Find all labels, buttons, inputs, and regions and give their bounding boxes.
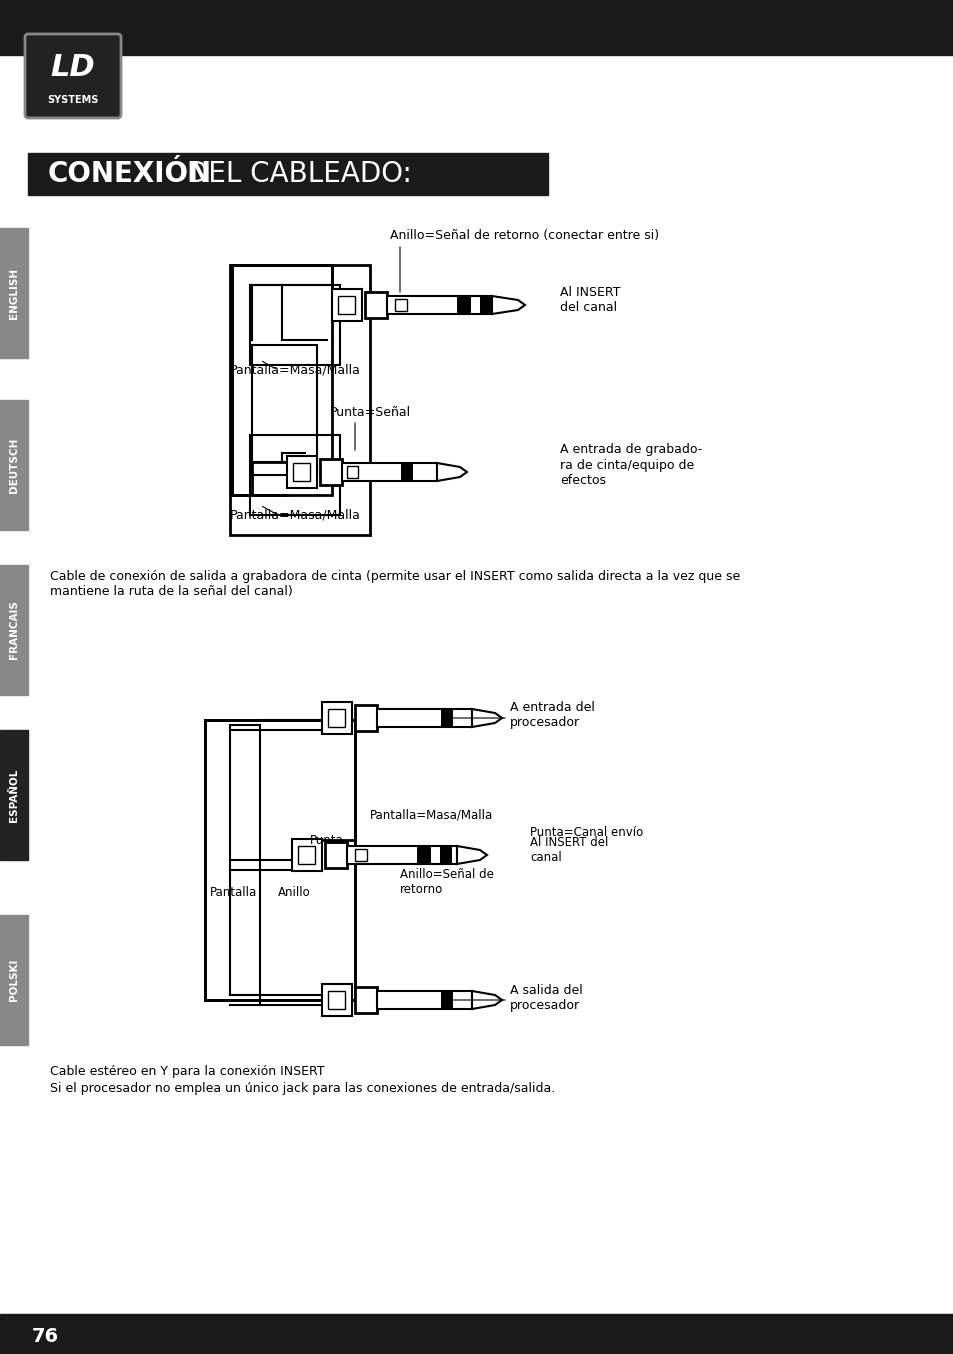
Bar	[355, 987, 376, 1013]
Text: Al INSERT del
canal: Al INSERT del canal	[530, 835, 608, 864]
Bar	[355, 705, 376, 731]
Bar	[328, 709, 345, 727]
Text: Cable de conexión de salida a grabadora de cinta (permite usar el INSERT como sa: Cable de conexión de salida a grabadora …	[50, 570, 740, 598]
Text: 76: 76	[31, 1327, 58, 1346]
Text: POLSKI: POLSKI	[9, 959, 19, 1001]
Bar	[347, 846, 456, 864]
Text: Pantalla=Masa/Malla: Pantalla=Masa/Malla	[230, 509, 360, 521]
Polygon shape	[492, 297, 524, 314]
Bar	[230, 265, 370, 535]
Bar	[322, 701, 352, 734]
Text: ESPAÑOL: ESPAÑOL	[9, 768, 19, 822]
Bar	[337, 297, 355, 314]
Bar	[232, 265, 332, 496]
Bar	[297, 846, 314, 864]
Bar	[332, 288, 361, 321]
Bar	[416, 846, 431, 864]
Bar	[325, 842, 347, 868]
Bar	[439, 846, 452, 864]
Text: Anillo=Señal de
retorno: Anillo=Señal de retorno	[399, 868, 494, 896]
Text: ENGLISH: ENGLISH	[9, 268, 19, 318]
Text: LD: LD	[51, 54, 95, 83]
Bar	[0, 1313, 953, 1354]
Text: A salida del
procesador: A salida del procesador	[510, 984, 582, 1011]
Text: SYSTEMS: SYSTEMS	[48, 95, 98, 106]
Bar	[250, 284, 339, 366]
Text: CONEXIÓN: CONEXIÓN	[48, 160, 212, 188]
Bar	[395, 299, 407, 311]
Bar	[0, 227, 28, 357]
Polygon shape	[472, 991, 501, 1009]
Bar	[376, 709, 472, 727]
Polygon shape	[456, 846, 486, 864]
Bar	[440, 991, 453, 1009]
Text: Punta: Punta	[310, 834, 343, 846]
Bar	[28, 153, 547, 195]
Text: Anillo=Señal de retorno (conectar entre si): Anillo=Señal de retorno (conectar entre …	[390, 229, 659, 241]
Bar	[319, 459, 341, 485]
Bar	[287, 456, 316, 487]
Bar	[440, 709, 453, 727]
Bar	[322, 984, 352, 1016]
Text: DEL CABLEADO:: DEL CABLEADO:	[178, 160, 412, 188]
Bar	[0, 730, 28, 860]
Bar	[347, 466, 357, 478]
Polygon shape	[472, 709, 501, 727]
Bar	[328, 991, 345, 1009]
Text: Anillo: Anillo	[277, 886, 311, 899]
FancyBboxPatch shape	[25, 34, 121, 118]
Bar	[365, 292, 387, 318]
Text: Pantalla: Pantalla	[210, 886, 257, 899]
Bar	[0, 565, 28, 695]
Bar	[293, 463, 310, 481]
Bar	[0, 0, 953, 56]
Bar	[456, 297, 471, 314]
Text: Si el procesador no emplea un único jack para las conexiones de entrada/salida.: Si el procesador no emplea un único jack…	[50, 1082, 555, 1095]
Bar	[400, 463, 413, 481]
Text: FRANCAIS: FRANCAIS	[9, 601, 19, 659]
Polygon shape	[436, 463, 467, 481]
Bar	[252, 345, 316, 475]
Bar	[292, 839, 322, 871]
Bar	[387, 297, 492, 314]
Bar	[341, 463, 436, 481]
Text: A entrada del
procesador: A entrada del procesador	[510, 701, 595, 728]
Text: Punta=Señal: Punta=Señal	[330, 405, 411, 418]
Text: Punta=Canal envío: Punta=Canal envío	[530, 826, 642, 838]
Text: Cable estéreo en Y para la conexión INSERT: Cable estéreo en Y para la conexión INSE…	[50, 1066, 324, 1078]
Bar	[355, 849, 367, 861]
Text: DEUTSCH: DEUTSCH	[9, 437, 19, 493]
Bar	[205, 720, 355, 1001]
Text: Al INSERT
del canal: Al INSERT del canal	[559, 286, 619, 314]
Bar	[0, 399, 28, 529]
Text: Pantalla=Masa/Malla: Pantalla=Masa/Malla	[230, 363, 360, 376]
Bar	[479, 297, 492, 314]
Text: A entrada de grabado-
ra de cinta/equipo de
efectos: A entrada de grabado- ra de cinta/equipo…	[559, 444, 701, 486]
Bar	[250, 435, 339, 515]
Bar	[0, 915, 28, 1045]
Bar	[376, 991, 472, 1009]
Text: Pantalla=Masa/Malla: Pantalla=Masa/Malla	[370, 808, 493, 822]
